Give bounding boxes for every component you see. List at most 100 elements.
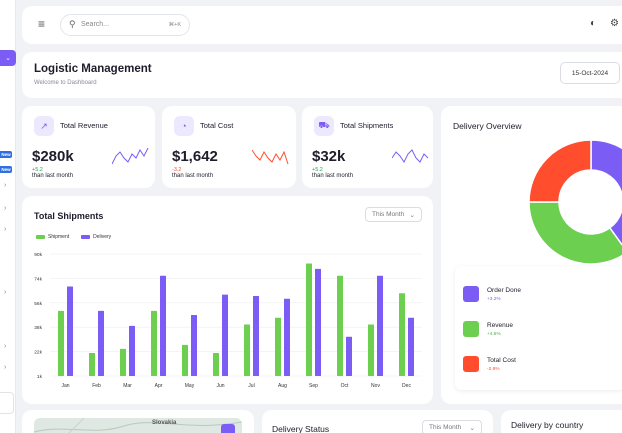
x-tick-label: Dec (402, 383, 411, 389)
search-placeholder: Search... (81, 21, 110, 28)
x-tick-label: Jan (61, 383, 69, 389)
bar-delivery (408, 317, 414, 376)
page-header: Logistic Management Welcome to Dashboard… (22, 52, 622, 98)
y-tick-label: 1k (37, 374, 43, 380)
date-picker[interactable]: 15-Oct-2024 (560, 62, 620, 84)
bar-shipment (89, 352, 95, 376)
menu-toggle-icon[interactable]: ≡ (38, 17, 46, 31)
x-tick-label: Jul (248, 383, 254, 389)
x-tick-label: May (185, 383, 195, 389)
overview-item-pct: +3.2% (487, 297, 501, 302)
map-roads (34, 418, 242, 433)
chevron-down-icon: ⌄ (469, 424, 475, 432)
x-tick-label: Aug (278, 383, 287, 389)
stat-card-shipments: ⛟ Total Shipments $32k +5.2 than last mo… (302, 106, 433, 188)
chevron-right-icon[interactable]: › (4, 182, 7, 189)
select-value: This Month (372, 211, 405, 218)
y-tick-label: 74k (34, 276, 42, 282)
legend-label: Delivery (93, 234, 112, 240)
shipments-period-select[interactable]: This Month ⌄ (365, 207, 422, 222)
donut-slice-revenue (528, 201, 622, 265)
donut-slice-order-done (590, 139, 622, 246)
x-tick-label: Mar (123, 383, 132, 389)
shipments-bar-chart: 1k 22k 38k 56k 74k 90k Jan Feb Mar Apr May Jun Jul Au… (34, 252, 422, 389)
map-card: Slovakia (22, 410, 254, 433)
y-tick-label: 56k (34, 301, 42, 307)
chevron-right-icon[interactable]: › (4, 205, 7, 212)
select-value: This Month (429, 424, 462, 431)
bar-shipment (213, 352, 219, 376)
bar-delivery (98, 310, 104, 376)
bar-shipment (182, 344, 188, 376)
bar-shipment (120, 348, 126, 376)
legend-item-delivery: Delivery (81, 234, 111, 240)
overview-item-name: Total Cost (487, 357, 516, 364)
sidebar-badge-new-2: New (0, 166, 12, 173)
delivery-overview-card: Delivery Overview Order Done +3.2% Reven… (441, 106, 622, 404)
chevron-right-icon[interactable]: › (4, 364, 7, 371)
trend-icon: ↗ (34, 116, 54, 136)
stat-value: $32k (312, 148, 346, 165)
stat-footnote: than last month (172, 173, 214, 179)
shipments-chart-card: Total Shipments This Month ⌄ Shipment De… (22, 196, 433, 404)
stat-delta: -3.2 (172, 167, 182, 173)
x-tick-label: Jun (216, 383, 224, 389)
stat-card-cost: ◔ Total Cost $1,642 -3.2 than last month (162, 106, 296, 188)
search-icon: ⚲ (69, 19, 76, 29)
stat-card-revenue: ↗ Total Revenue $280k +5.2 than last mon… (22, 106, 155, 188)
map-view[interactable]: Slovakia (34, 418, 242, 433)
delivery-by-country-card: Delivery by country (501, 410, 622, 433)
search-input[interactable]: ⚲ Search... ⌘+K (60, 14, 190, 36)
bar-shipment (306, 263, 312, 376)
sidebar-footer-card[interactable] (0, 392, 14, 414)
stat-footnote: than last month (312, 173, 354, 179)
chevron-down-icon: ⌄ (5, 55, 11, 62)
status-period-select[interactable]: This Month ⌄ (422, 420, 482, 433)
gear-icon[interactable]: ⚙ (610, 18, 619, 29)
bar-shipment (58, 310, 64, 376)
stat-label: Total Cost (200, 121, 234, 130)
stat-footnote: than last month (32, 173, 74, 179)
stat-value: $1,642 (172, 148, 218, 165)
donut-slice-total-cost (528, 139, 592, 203)
y-tick-label: 22k (34, 350, 42, 356)
bar-shipment (399, 293, 405, 376)
stat-label: Total Shipments (340, 121, 394, 130)
sidebar-badge-new: New (0, 151, 12, 158)
x-tick-label: Nov (371, 383, 380, 389)
legend-swatch (463, 286, 479, 302)
chevron-right-icon[interactable]: › (4, 289, 7, 296)
theme-toggle-icon[interactable]: ◐ (590, 18, 597, 29)
delivery-by-country-title: Delivery by country (511, 420, 584, 430)
overview-item-pct: +4.6% (487, 332, 501, 337)
x-tick-label: Feb (92, 383, 101, 389)
map-label: Slovakia (152, 420, 177, 426)
y-tick-label: 90k (34, 252, 42, 258)
stat-delta: +5.2 (32, 167, 43, 173)
overview-item-name: Revenue (487, 322, 514, 329)
legend-item-shipment: Shipment (36, 234, 69, 240)
sparkline (392, 149, 429, 163)
chart-legend: Shipment Delivery (36, 234, 111, 240)
bar-delivery (315, 268, 321, 376)
overview-donut-chart (528, 139, 622, 265)
bar-delivery (284, 298, 290, 376)
bar-shipment (275, 317, 281, 376)
x-tick-label: Sep (309, 383, 318, 389)
stat-label: Total Revenue (60, 121, 108, 130)
stat-delta: +5.2 (312, 167, 323, 173)
chevron-right-icon[interactable]: › (4, 226, 7, 233)
pie-icon: ◔ (174, 116, 194, 136)
map-control-button[interactable] (221, 424, 235, 433)
bar-delivery (346, 336, 352, 376)
legend-swatch (463, 356, 479, 372)
chevron-right-icon[interactable]: › (4, 343, 7, 350)
legend-swatch (81, 234, 91, 239)
page-title: Logistic Management (34, 63, 152, 75)
sidebar: ⌄ New New › › › › › › (0, 0, 16, 433)
bar-delivery (253, 296, 259, 376)
overview-item-name: Order Done (487, 287, 521, 294)
x-tick-label: Apr (155, 383, 163, 389)
sidebar-active-item[interactable]: ⌄ (0, 50, 16, 66)
x-tick-label: Oct (341, 383, 349, 389)
